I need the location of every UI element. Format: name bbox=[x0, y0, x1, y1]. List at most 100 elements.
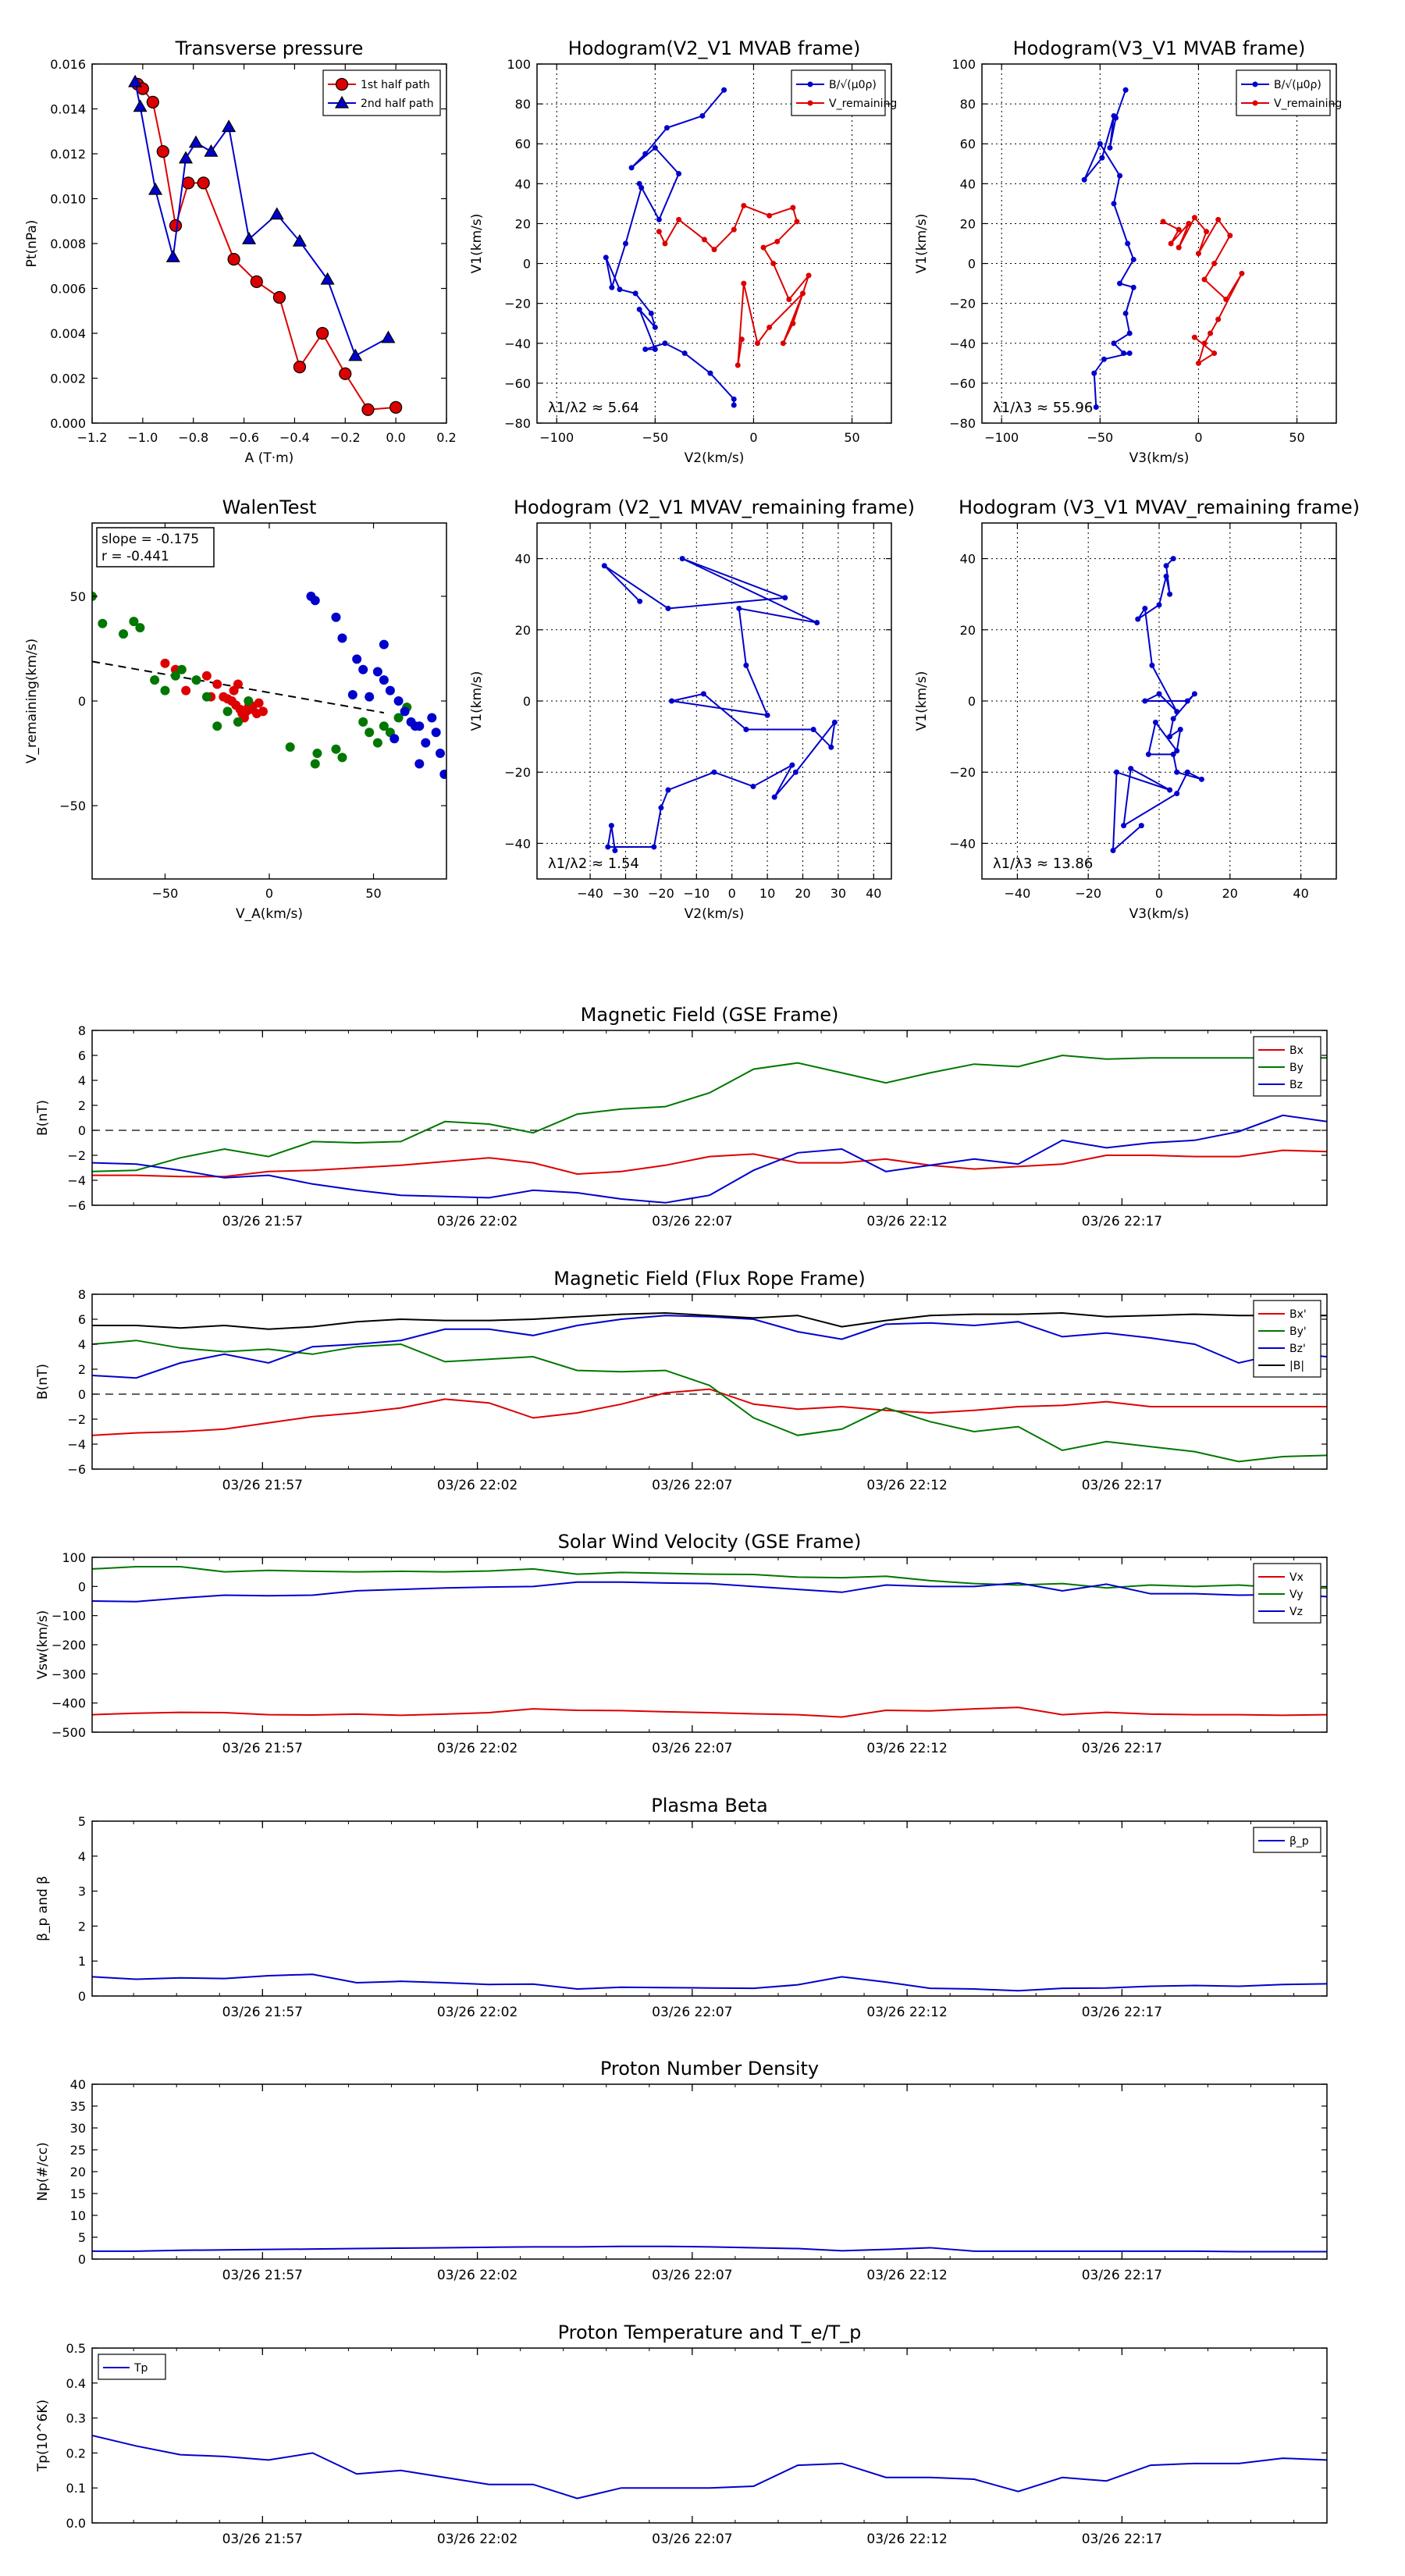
data-point bbox=[133, 99, 148, 112]
data-point bbox=[731, 402, 737, 408]
legend-label: Bx bbox=[1289, 1044, 1304, 1057]
data-point bbox=[348, 348, 363, 361]
x-tick-label: 0 bbox=[749, 430, 757, 445]
data-point bbox=[182, 176, 195, 190]
data-point bbox=[148, 182, 163, 195]
time-tick-label: 03/26 22:12 bbox=[866, 2532, 947, 2547]
plot-frame bbox=[91, 1293, 1328, 1470]
x-tick-label: −20 bbox=[648, 886, 674, 901]
plot-frame bbox=[536, 63, 892, 424]
y-tick-label: 40 bbox=[515, 176, 531, 191]
data-point bbox=[814, 620, 820, 626]
data-point bbox=[1176, 226, 1182, 233]
plot-frame bbox=[981, 63, 1337, 424]
data-point bbox=[135, 623, 145, 633]
data-point bbox=[1211, 350, 1218, 357]
stats-box bbox=[96, 527, 215, 568]
series-line bbox=[603, 557, 836, 851]
legend-marker bbox=[807, 81, 813, 87]
data-point bbox=[1168, 240, 1174, 247]
data-point bbox=[160, 658, 170, 668]
y-tick-label: 4 bbox=[78, 1849, 86, 1864]
x-tick-label: −10 bbox=[683, 886, 710, 901]
plot-frame bbox=[91, 1030, 1328, 1206]
x-tick-label: −100 bbox=[984, 430, 1019, 445]
y-tick-label: −80 bbox=[504, 416, 531, 431]
data-point bbox=[656, 216, 662, 222]
y-tick-label: 40 bbox=[515, 552, 531, 567]
y-axis-label: Vsw(km/s) bbox=[35, 1610, 51, 1680]
y-tick-label: −20 bbox=[949, 765, 976, 780]
data-point bbox=[250, 275, 263, 288]
data-point bbox=[743, 662, 749, 668]
data-point bbox=[648, 310, 654, 316]
y-tick-label: 0 bbox=[968, 257, 976, 272]
data-point bbox=[731, 226, 737, 233]
data-point bbox=[1160, 219, 1166, 225]
legend-label: B/√(μ0ρ) bbox=[1274, 79, 1321, 91]
data-point bbox=[229, 685, 239, 696]
y-tick-label: 0 bbox=[78, 1387, 86, 1402]
data-point bbox=[379, 721, 389, 731]
data-point bbox=[212, 679, 222, 689]
x-tick-label: 0 bbox=[265, 886, 273, 901]
x-tick-label: 40 bbox=[866, 886, 881, 901]
time-tick-label: 03/26 21:57 bbox=[222, 1741, 303, 1756]
y-tick-label: 0.008 bbox=[50, 237, 86, 251]
chart-title: WalenTest bbox=[222, 496, 317, 518]
data-point bbox=[1239, 270, 1245, 276]
data-point bbox=[1117, 173, 1123, 179]
y-tick-label: −4 bbox=[67, 1437, 86, 1452]
series-line bbox=[1112, 557, 1202, 852]
data-point bbox=[1184, 698, 1190, 704]
data-point bbox=[244, 696, 254, 706]
legend: Tp bbox=[98, 2354, 166, 2380]
data-point bbox=[389, 400, 403, 414]
series-line bbox=[92, 2435, 1327, 2500]
x-tick-label: −50 bbox=[1087, 430, 1113, 445]
legend-marker bbox=[807, 100, 813, 106]
x-axis-label: V3(km/s) bbox=[1129, 906, 1190, 922]
series-line bbox=[92, 1054, 1327, 1172]
legend-box bbox=[1236, 69, 1331, 116]
y-tick-label: −40 bbox=[504, 336, 531, 351]
data-point bbox=[1117, 280, 1123, 286]
data-point bbox=[170, 671, 180, 681]
y-axis-label: Tp(10^6K) bbox=[35, 2400, 51, 2472]
data-point bbox=[1138, 823, 1144, 829]
data-point bbox=[379, 675, 389, 685]
y-axis-label: Pt(nPa) bbox=[24, 220, 40, 268]
y-tick-label: −500 bbox=[52, 1725, 86, 1740]
time-tick-label: 03/26 21:57 bbox=[222, 2532, 303, 2547]
y-tick-label: −6 bbox=[67, 1198, 86, 1213]
data-point bbox=[810, 726, 816, 732]
y-tick-label: 40 bbox=[70, 2077, 86, 2092]
time-tick-label: 03/26 22:12 bbox=[866, 1741, 947, 1756]
data-point bbox=[393, 713, 404, 723]
y-tick-label: −40 bbox=[949, 336, 976, 351]
data-point bbox=[1128, 766, 1134, 772]
legend-label: V_remaining bbox=[1274, 98, 1342, 110]
data-point bbox=[98, 618, 108, 628]
chart-np: 0 5 10 15 20 25 30 35 40 03/26 21:57 03/26 22:02 03… bbox=[35, 2058, 1328, 2283]
y-tick-label: −2 bbox=[67, 1148, 86, 1163]
chart-beta: 0 1 2 3 4 5 03/26 21:57 03/26 22:02 03/26 22:07 0… bbox=[35, 1795, 1328, 2020]
series-line bbox=[1083, 89, 1135, 407]
data-point bbox=[1135, 616, 1141, 622]
x-axis-label: V2(km/s) bbox=[685, 450, 745, 466]
data-point bbox=[1167, 734, 1173, 740]
data-point bbox=[181, 685, 191, 696]
data-point bbox=[1163, 573, 1169, 579]
y-axis-label: V1(km/s) bbox=[914, 214, 930, 274]
data-point bbox=[1122, 87, 1129, 93]
x-tick-label: 0.2 bbox=[436, 430, 456, 445]
chart-title: Hodogram(V2_V1 MVAB frame) bbox=[568, 37, 861, 59]
time-tick-label: 03/26 22:07 bbox=[652, 2268, 732, 2283]
y-tick-label: 15 bbox=[70, 2186, 86, 2201]
legend: B/√(μ0ρ) V_remaining bbox=[791, 69, 897, 116]
eigen-ratio-annotation: λ1/λ2 ≈ 1.54 bbox=[548, 856, 639, 872]
legend: 1st half path 2nd half path bbox=[322, 69, 441, 116]
data-point bbox=[310, 759, 320, 769]
data-point bbox=[1191, 215, 1197, 221]
data-point bbox=[188, 135, 203, 148]
